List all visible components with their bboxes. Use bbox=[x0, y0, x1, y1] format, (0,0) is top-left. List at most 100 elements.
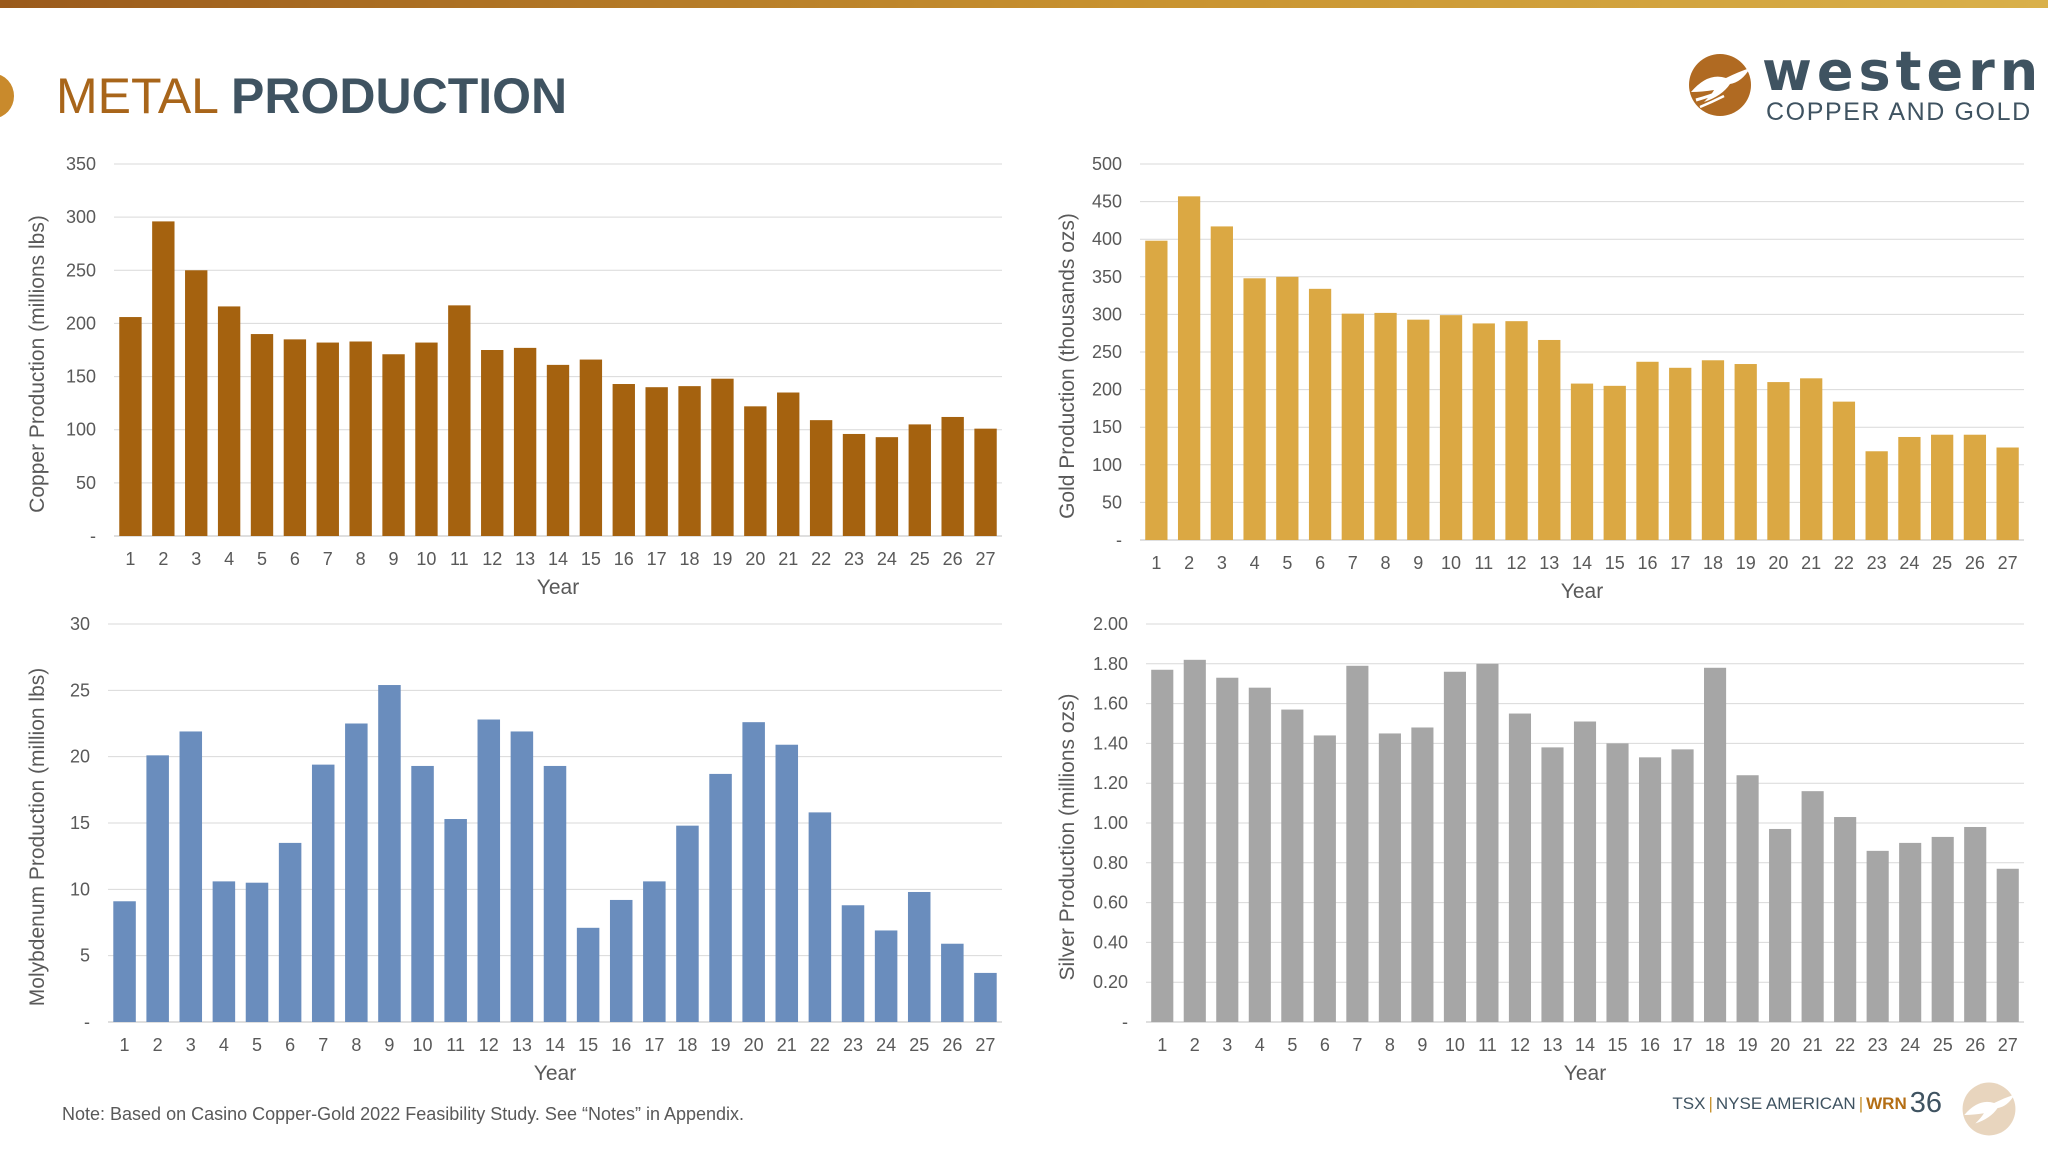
copper-x-tick-label: 20 bbox=[745, 549, 765, 569]
gold-bar-year-5 bbox=[1276, 276, 1299, 540]
molybdenum-bar-year-23 bbox=[841, 905, 865, 1022]
copper-x-tick-label: 21 bbox=[778, 549, 798, 569]
molybdenum-bar-year-1 bbox=[113, 901, 136, 1022]
copper-x-tick-label: 27 bbox=[976, 549, 996, 569]
gold-x-tick-label: 20 bbox=[1768, 553, 1788, 573]
gold-bar-year-15 bbox=[1603, 385, 1626, 540]
gold-y-tick-label: 450 bbox=[1092, 192, 1122, 212]
copper-bar-year-6 bbox=[283, 339, 307, 536]
silver-y-tick-label: 0.80 bbox=[1093, 853, 1128, 873]
copper-bar-year-3 bbox=[185, 270, 208, 536]
silver-x-tick-label: 16 bbox=[1640, 1035, 1660, 1055]
exchange-tsx: TSX bbox=[1672, 1094, 1706, 1113]
silver-bar-year-13 bbox=[1541, 747, 1564, 1022]
gold-y-tick-label: 200 bbox=[1092, 380, 1122, 400]
copper-y-tick-label: 200 bbox=[66, 313, 96, 333]
copper-bar-year-21 bbox=[777, 392, 800, 536]
gold-x-tick-label: 16 bbox=[1637, 553, 1657, 573]
silver-bar-year-2 bbox=[1183, 659, 1206, 1022]
gold-y-tick-label: 300 bbox=[1092, 304, 1122, 324]
silver-x-tick-label: 9 bbox=[1417, 1035, 1427, 1055]
molybdenum-x-tick-label: 20 bbox=[744, 1035, 764, 1055]
molybdenum-x-tick-label: 1 bbox=[120, 1035, 130, 1055]
silver-x-tick-label: 4 bbox=[1255, 1035, 1265, 1055]
gold-bar-year-2 bbox=[1177, 196, 1201, 540]
title-bold-part: PRODUCTION bbox=[231, 68, 568, 124]
silver-y-tick-label: - bbox=[1122, 1012, 1128, 1032]
footer-eagle-icon bbox=[1962, 1082, 2016, 1136]
gold-y-tick-label: 250 bbox=[1092, 342, 1122, 362]
top-accent-bar bbox=[0, 0, 2048, 8]
gold-bar-year-26 bbox=[1963, 434, 1987, 540]
molybdenum-bar-year-6 bbox=[278, 842, 302, 1022]
copper-bar-year-25 bbox=[908, 424, 931, 536]
silver-x-tick-label: 26 bbox=[1965, 1035, 1985, 1055]
molybdenum-x-tick-label: 25 bbox=[909, 1035, 929, 1055]
copper-bar-year-9 bbox=[382, 354, 405, 536]
molybdenum-x-tick-label: 21 bbox=[777, 1035, 797, 1055]
gold-bar-year-22 bbox=[1832, 401, 1856, 540]
gold-x-tick-label: 25 bbox=[1932, 553, 1952, 573]
molybdenum-bar-year-9 bbox=[378, 685, 401, 1022]
gold-x-tick-label: 3 bbox=[1217, 553, 1227, 573]
copper-y-axis-title: Copper Production (millions lbs) bbox=[26, 215, 49, 513]
molybdenum-y-tick-label: 20 bbox=[70, 747, 90, 767]
molybdenum-x-tick-label: 8 bbox=[351, 1035, 361, 1055]
silver-bar-year-17 bbox=[1671, 749, 1694, 1022]
gold-x-axis-title: Year bbox=[1561, 580, 1603, 603]
gold-bar-year-19 bbox=[1734, 364, 1757, 540]
copper-x-tick-label: 14 bbox=[548, 549, 568, 569]
silver-x-tick-label: 2 bbox=[1190, 1035, 1200, 1055]
silver-y-tick-label: 1.40 bbox=[1093, 733, 1128, 753]
copper-x-tick-label: 2 bbox=[158, 549, 168, 569]
copper-bar-year-16 bbox=[612, 384, 635, 536]
copper-x-tick-label: 1 bbox=[125, 549, 135, 569]
molybdenum-bar-year-5 bbox=[245, 882, 269, 1022]
copper-x-tick-label: 9 bbox=[389, 549, 399, 569]
copper-x-tick-label: 10 bbox=[416, 549, 436, 569]
footer-ticker: TSX | NYSE AMERICAN | WRN 36 bbox=[1672, 1087, 1942, 1120]
molybdenum-x-axis-title: Year bbox=[534, 1062, 576, 1085]
footer-separator: | bbox=[1858, 1094, 1864, 1113]
gold-x-tick-label: 13 bbox=[1539, 553, 1559, 573]
silver-x-tick-label: 17 bbox=[1673, 1035, 1693, 1055]
silver-y-tick-label: 0.40 bbox=[1093, 932, 1128, 952]
silver-x-tick-label: 7 bbox=[1352, 1035, 1362, 1055]
molybdenum-bar-year-3 bbox=[179, 731, 203, 1022]
copper-bar-year-7 bbox=[316, 342, 339, 536]
copper-bar-year-14 bbox=[546, 364, 570, 536]
silver-x-tick-label: 21 bbox=[1803, 1035, 1823, 1055]
copper-x-tick-label: 25 bbox=[910, 549, 930, 569]
copper-bar-year-17 bbox=[645, 387, 668, 536]
silver-bar-year-26 bbox=[1964, 826, 1987, 1022]
silver-x-tick-label: 5 bbox=[1287, 1035, 1297, 1055]
molybdenum-x-tick-label: 27 bbox=[975, 1035, 995, 1055]
gold-bar-year-16 bbox=[1636, 361, 1659, 540]
copper-y-tick-label: 300 bbox=[66, 207, 96, 227]
logo-wordmark: western bbox=[1762, 40, 2044, 103]
silver-chart-svg: - 0.20 0.40 0.60 0.80 1.00 1.20 1.40 1.60 1.80 2.0… bbox=[1056, 614, 2024, 1085]
gold-bar-year-6 bbox=[1308, 288, 1332, 540]
copper-x-tick-label: 12 bbox=[482, 549, 502, 569]
molybdenum-x-tick-label: 7 bbox=[318, 1035, 328, 1055]
gold-y-tick-label: 500 bbox=[1092, 154, 1122, 174]
molybdenum-x-tick-label: 3 bbox=[186, 1035, 196, 1055]
copper-x-tick-label: 23 bbox=[844, 549, 864, 569]
gold-bar-year-8 bbox=[1374, 312, 1397, 540]
copper-x-tick-label: 18 bbox=[680, 549, 700, 569]
silver-x-tick-label: 11 bbox=[1478, 1035, 1497, 1055]
molybdenum-bar-year-13 bbox=[510, 731, 534, 1022]
silver-bar-year-5 bbox=[1281, 709, 1304, 1022]
silver-y-tick-label: 1.20 bbox=[1093, 773, 1128, 793]
copper-y-tick-label: 350 bbox=[66, 154, 96, 174]
molybdenum-x-tick-label: 17 bbox=[644, 1035, 664, 1055]
silver-bar-year-16 bbox=[1638, 757, 1662, 1022]
molybdenum-bar-year-16 bbox=[609, 899, 633, 1022]
gold-x-tick-label: 14 bbox=[1572, 553, 1592, 573]
copper-bar-year-2 bbox=[152, 221, 175, 536]
molybdenum-x-tick-label: 4 bbox=[219, 1035, 229, 1055]
gold-y-tick-label: 50 bbox=[1102, 492, 1122, 512]
gold-bar-year-27 bbox=[1996, 447, 2019, 540]
title-light-part: METAL bbox=[56, 68, 218, 124]
